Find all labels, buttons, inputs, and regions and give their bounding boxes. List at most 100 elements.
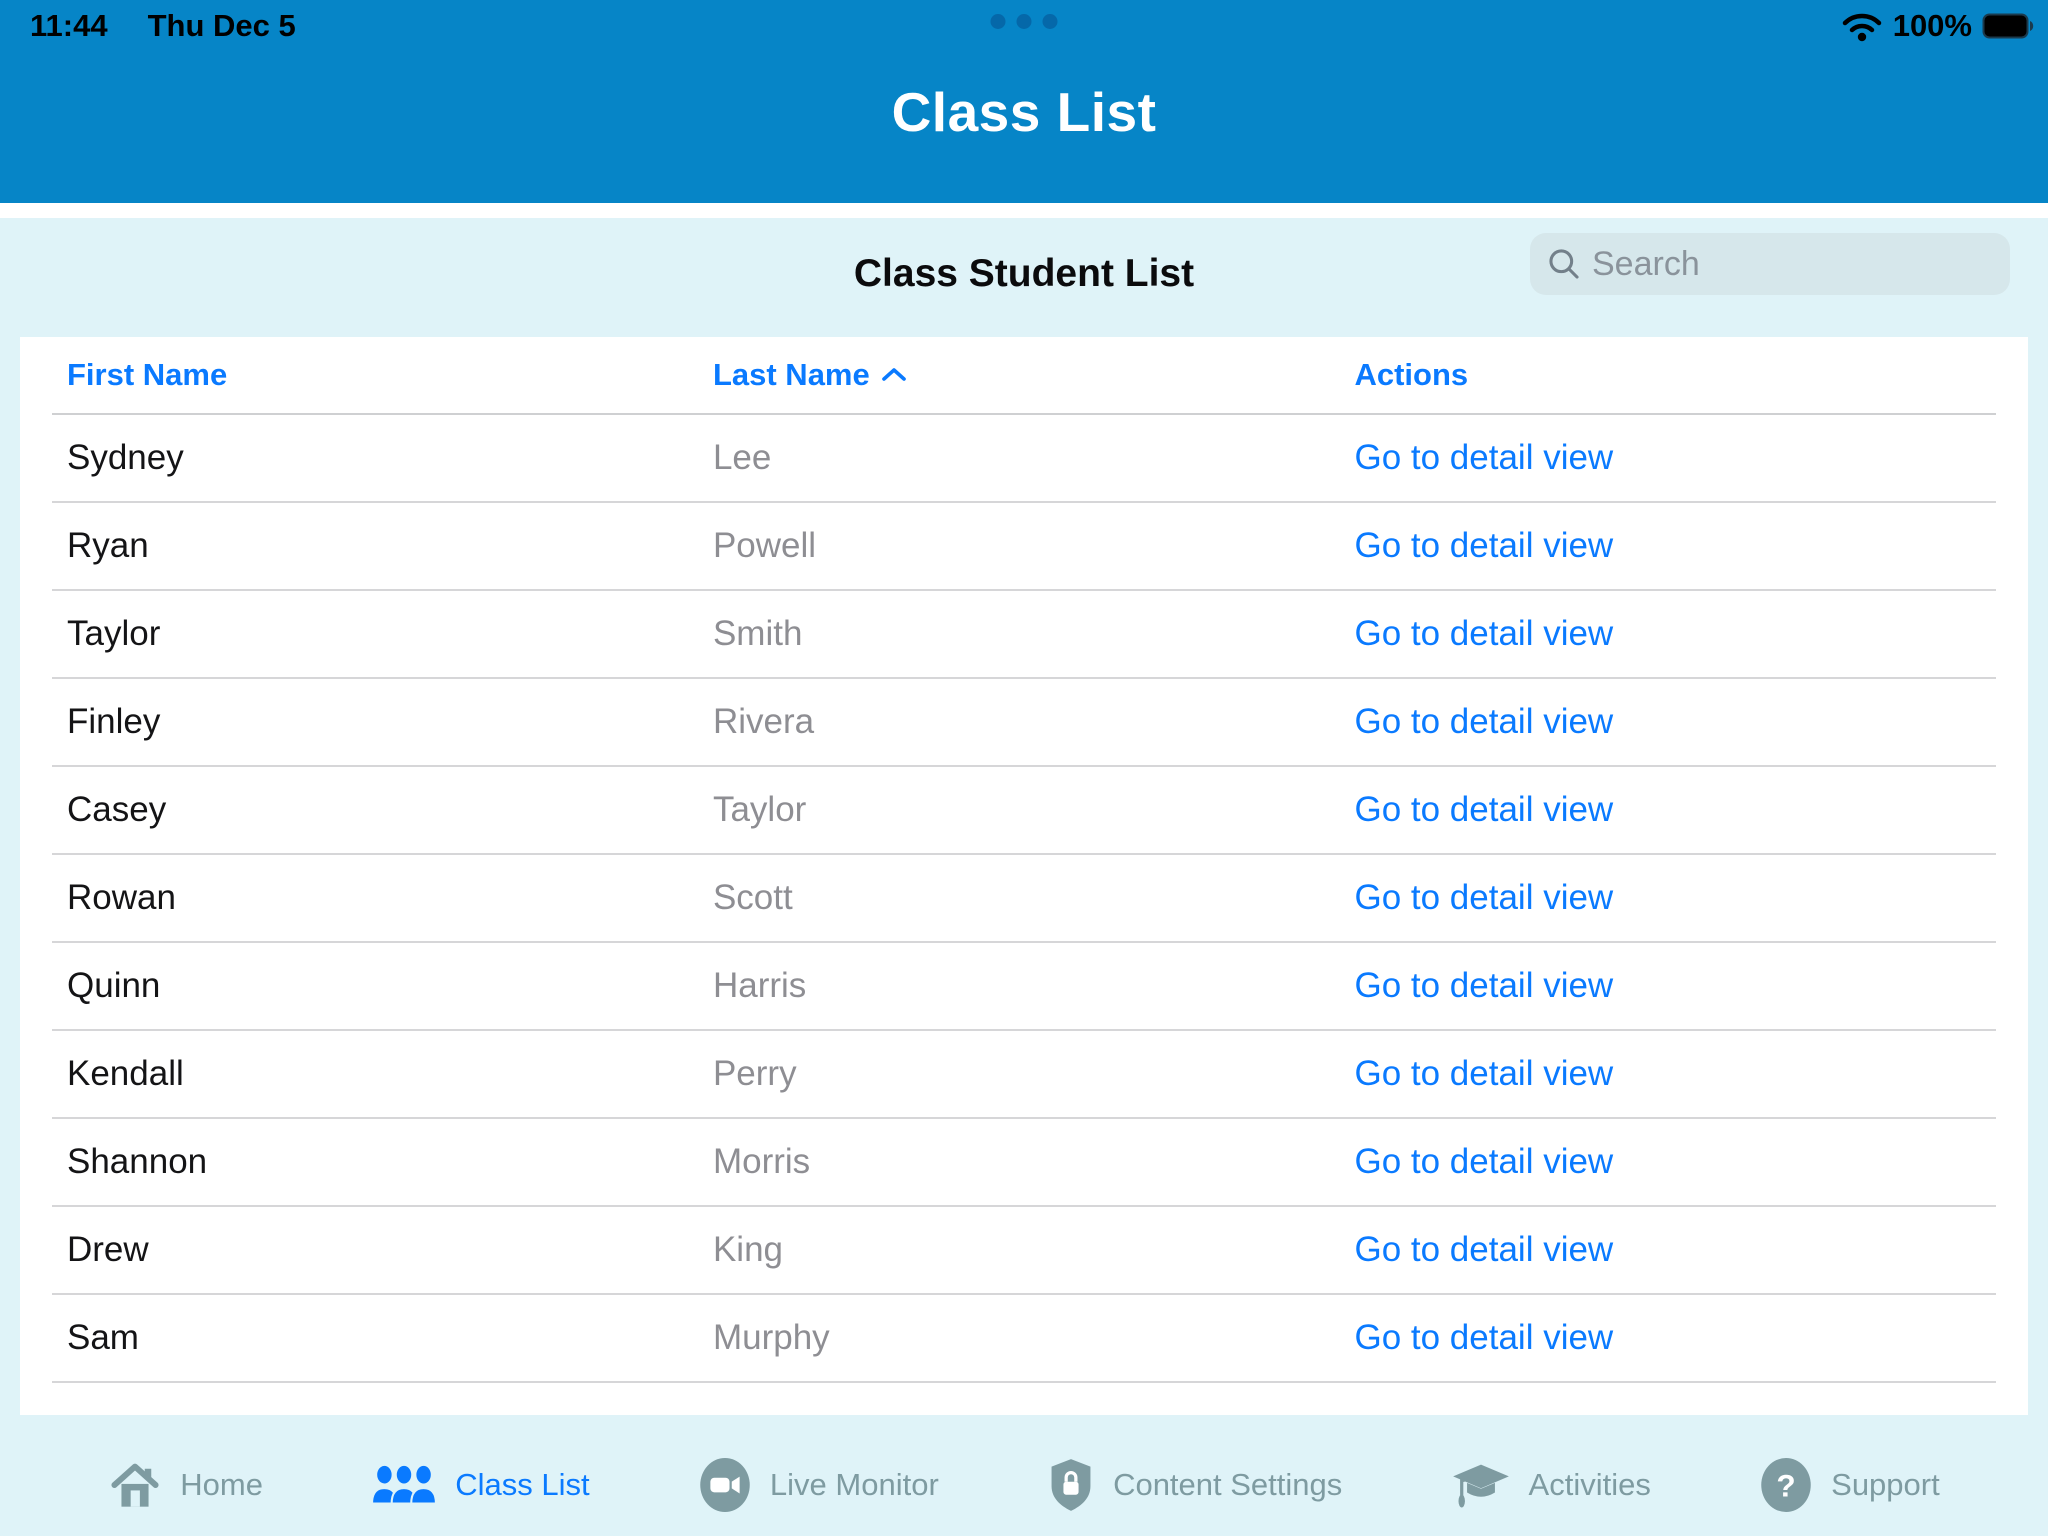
table-row: Sam Murphy Go to detail view bbox=[52, 1295, 1996, 1383]
last-name-cell: Murphy bbox=[712, 1318, 830, 1357]
column-header-label: Actions bbox=[1354, 357, 1469, 392]
go-to-detail-link[interactable]: Go to detail view bbox=[1354, 1230, 1614, 1269]
first-name-cell: Quinn bbox=[67, 966, 161, 1005]
first-name-cell: Ryan bbox=[67, 526, 149, 565]
column-header-first-name[interactable]: First Name bbox=[52, 357, 713, 393]
header-divider-band bbox=[0, 203, 2048, 218]
actions-cell: Go to detail view bbox=[1354, 526, 1996, 566]
svg-text:?: ? bbox=[1777, 1467, 1796, 1503]
first-name-cell: Sam bbox=[67, 1318, 139, 1357]
last-name-cell: Lee bbox=[712, 438, 772, 477]
last-name-cell: Perry bbox=[712, 1054, 797, 1093]
column-header-label: First Name bbox=[67, 357, 228, 392]
column-header-last-name[interactable]: Last Name bbox=[713, 357, 1355, 393]
last-name-cell: Rivera bbox=[712, 702, 815, 741]
first-name-cell: Kendall bbox=[67, 1054, 184, 1093]
status-bar: 11:44 Thu Dec 5 100% bbox=[0, 0, 2048, 46]
go-to-detail-link[interactable]: Go to detail view bbox=[1354, 790, 1614, 829]
tab-home[interactable]: Home bbox=[108, 1459, 263, 1511]
tab-activities[interactable]: Activities bbox=[1451, 1458, 1651, 1512]
table-row: Finley Rivera Go to detail view bbox=[52, 679, 1996, 767]
tab-support[interactable]: ? Support bbox=[1759, 1458, 1940, 1512]
go-to-detail-link[interactable]: Go to detail view bbox=[1354, 1318, 1614, 1357]
table-row: Kendall Perry Go to detail view bbox=[52, 1031, 1996, 1119]
table-row: Quinn Harris Go to detail view bbox=[52, 943, 1996, 1031]
first-name-cell: Casey bbox=[67, 790, 167, 829]
wifi-icon bbox=[1841, 10, 1883, 42]
section-heading: Class Student List bbox=[853, 252, 1195, 295]
go-to-detail-link[interactable]: Go to detail view bbox=[1354, 614, 1614, 653]
table-row: Shannon Morris Go to detail view bbox=[52, 1119, 1996, 1207]
tab-class-list[interactable]: Class List bbox=[371, 1459, 590, 1511]
search-icon bbox=[1546, 246, 1582, 282]
last-name-cell: Powell bbox=[712, 526, 817, 565]
table-row: Casey Taylor Go to detail view bbox=[52, 767, 1996, 855]
first-name-cell: Finley bbox=[67, 702, 161, 741]
sort-ascending-chevron-icon bbox=[880, 365, 908, 385]
last-name-cell: Scott bbox=[712, 878, 793, 917]
table-header-row: First Name Last Name Actions bbox=[52, 337, 1996, 415]
graduation-cap-icon bbox=[1451, 1458, 1511, 1512]
navigation-header: 11:44 Thu Dec 5 100% Class List bbox=[0, 0, 2048, 203]
actions-cell: Go to detail view bbox=[1354, 614, 1996, 654]
go-to-detail-link[interactable]: Go to detail view bbox=[1354, 1054, 1614, 1093]
table-row: Sydney Lee Go to detail view bbox=[52, 415, 1996, 503]
first-name-cell: Rowan bbox=[67, 878, 176, 917]
video-camera-icon bbox=[698, 1458, 752, 1512]
list-toolbar: Class Student List bbox=[0, 218, 2048, 337]
actions-cell: Go to detail view bbox=[1354, 1054, 1996, 1094]
go-to-detail-link[interactable]: Go to detail view bbox=[1354, 702, 1614, 741]
last-name-cell: Taylor bbox=[712, 790, 807, 829]
tab-label: Home bbox=[180, 1467, 263, 1502]
tab-label: Content Settings bbox=[1113, 1467, 1343, 1502]
shield-lock-icon bbox=[1047, 1458, 1095, 1512]
bottom-tab-bar: Home Class List bbox=[0, 1440, 2048, 1536]
tab-label: Activities bbox=[1528, 1467, 1651, 1502]
search-field[interactable] bbox=[1530, 233, 2010, 295]
first-name-cell: Sydney bbox=[67, 438, 184, 477]
home-icon bbox=[108, 1459, 162, 1511]
go-to-detail-link[interactable]: Go to detail view bbox=[1354, 526, 1614, 565]
tab-live-monitor[interactable]: Live Monitor bbox=[698, 1458, 939, 1512]
actions-cell: Go to detail view bbox=[1354, 1318, 1996, 1358]
question-mark-icon: ? bbox=[1759, 1458, 1813, 1512]
first-name-cell: Drew bbox=[67, 1230, 149, 1269]
last-name-cell: Harris bbox=[712, 966, 807, 1005]
go-to-detail-link[interactable]: Go to detail view bbox=[1354, 1142, 1614, 1181]
search-input[interactable] bbox=[1592, 244, 1994, 284]
actions-cell: Go to detail view bbox=[1354, 878, 1996, 918]
first-name-cell: Taylor bbox=[67, 614, 161, 653]
tab-label: Support bbox=[1831, 1467, 1940, 1502]
last-name-cell: King bbox=[712, 1230, 784, 1269]
student-table: First Name Last Name Actions Sydney Lee … bbox=[20, 337, 2028, 1415]
battery-percent: 100% bbox=[1892, 8, 1972, 43]
actions-cell: Go to detail view bbox=[1354, 1230, 1996, 1270]
multitasking-dots-icon bbox=[990, 14, 1058, 29]
go-to-detail-link[interactable]: Go to detail view bbox=[1354, 438, 1614, 477]
clock-date: Thu Dec 5 bbox=[147, 8, 296, 43]
tab-label: Class List bbox=[455, 1467, 590, 1502]
actions-cell: Go to detail view bbox=[1354, 966, 1996, 1006]
actions-cell: Go to detail view bbox=[1354, 1142, 1996, 1182]
actions-cell: Go to detail view bbox=[1354, 702, 1996, 742]
clock-time: 11:44 bbox=[30, 8, 108, 43]
column-header-label: Last Name bbox=[712, 357, 870, 392]
actions-cell: Go to detail view bbox=[1354, 790, 1996, 830]
column-header-actions: Actions bbox=[1354, 357, 1996, 393]
table-row: Ryan Powell Go to detail view bbox=[52, 503, 1996, 591]
tab-content-settings[interactable]: Content Settings bbox=[1047, 1458, 1342, 1512]
page-title: Class List bbox=[891, 81, 1157, 143]
first-name-cell: Shannon bbox=[67, 1142, 208, 1181]
last-name-cell: Smith bbox=[712, 614, 803, 653]
last-name-cell: Morris bbox=[712, 1142, 811, 1181]
people-icon bbox=[371, 1459, 438, 1511]
table-row: Rowan Scott Go to detail view bbox=[52, 855, 1996, 943]
table-row: Drew King Go to detail view bbox=[52, 1207, 1996, 1295]
tab-label: Live Monitor bbox=[769, 1467, 939, 1502]
go-to-detail-link[interactable]: Go to detail view bbox=[1354, 878, 1614, 917]
main-content: Class Student List First Name Last Name bbox=[0, 218, 2048, 1536]
battery-icon bbox=[1982, 13, 2034, 39]
go-to-detail-link[interactable]: Go to detail view bbox=[1354, 966, 1614, 1005]
table-body: Sydney Lee Go to detail view Ryan Powell… bbox=[20, 415, 2028, 1383]
actions-cell: Go to detail view bbox=[1354, 438, 1996, 478]
